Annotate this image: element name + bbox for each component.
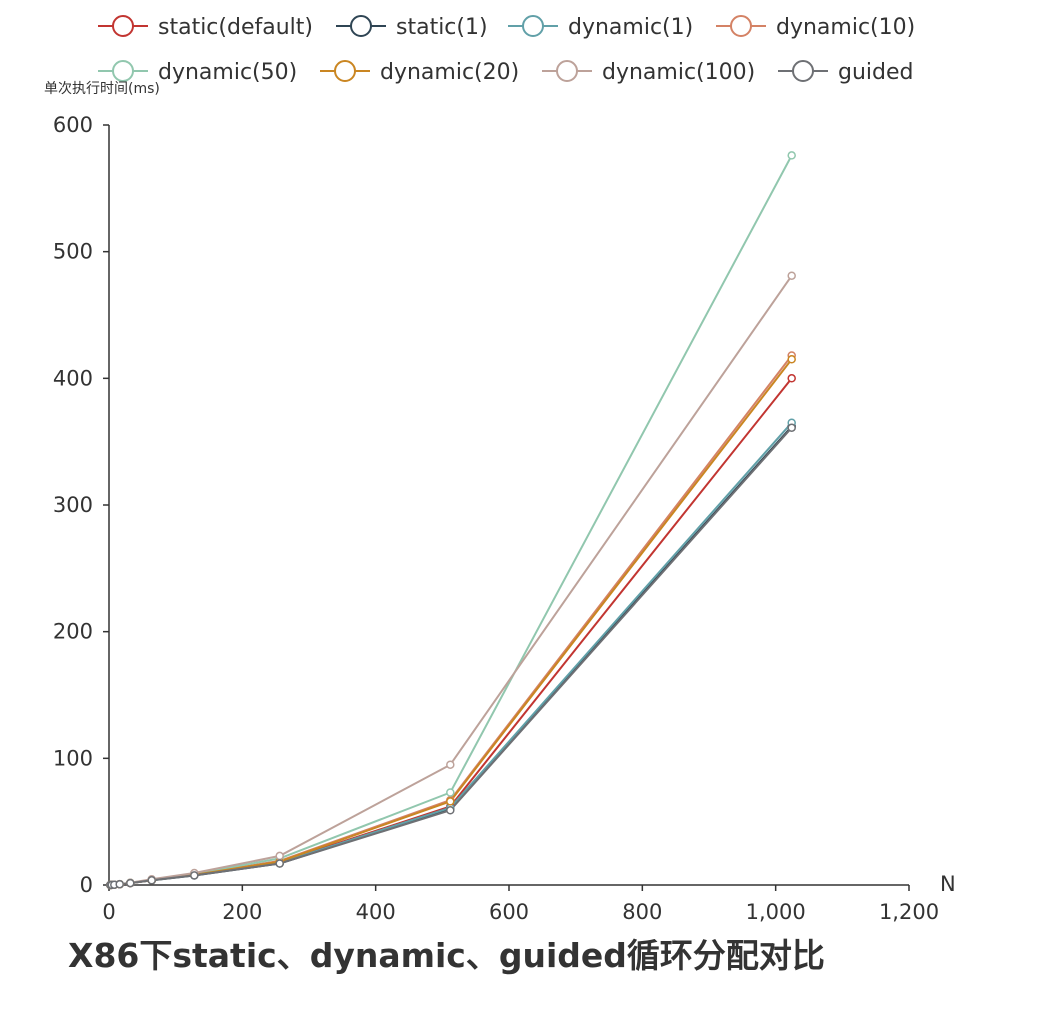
- legend-label: static(default): [158, 15, 313, 40]
- legend-label: dynamic(20): [380, 60, 519, 85]
- x-tick-label: 200: [222, 900, 262, 924]
- legend-marker: [112, 15, 134, 37]
- legend-item[interactable]: dynamic(10): [716, 15, 915, 40]
- legend-marker: [334, 60, 356, 82]
- data-point[interactable]: [446, 806, 455, 815]
- legend-label: dynamic(1): [568, 15, 693, 40]
- series-line-1: [110, 425, 793, 886]
- y-axis-label: 单次执行时间(ms): [44, 81, 160, 97]
- legend-item[interactable]: guided: [778, 60, 914, 85]
- legend-item[interactable]: static(default): [98, 15, 313, 40]
- series-lines: [110, 154, 793, 886]
- data-point[interactable]: [126, 878, 135, 888]
- data-point[interactable]: [787, 355, 796, 364]
- x-tick-label: 1,200: [879, 900, 939, 924]
- legend-item[interactable]: dynamic(50): [98, 60, 297, 85]
- data-point[interactable]: [446, 760, 455, 769]
- y-tick-label: 500: [53, 240, 93, 264]
- y-tick-label: 300: [53, 493, 93, 517]
- y-tick-label: 0: [80, 873, 93, 897]
- legend-marker: [350, 15, 372, 37]
- data-point[interactable]: [787, 374, 796, 383]
- legend-label: guided: [838, 60, 914, 85]
- legend-label: dynamic(100): [602, 60, 755, 85]
- legend-item[interactable]: dynamic(100): [542, 60, 755, 85]
- data-point[interactable]: [787, 423, 796, 432]
- legend-marker: [522, 15, 544, 37]
- legend-marker: [792, 60, 814, 82]
- y-tick-label: 400: [53, 366, 93, 390]
- y-tick-label: 100: [53, 746, 93, 770]
- data-point[interactable]: [787, 151, 796, 160]
- data-point[interactable]: [147, 876, 156, 885]
- legend-marker: [556, 60, 578, 82]
- data-point[interactable]: [115, 879, 124, 889]
- data-point[interactable]: [446, 797, 455, 806]
- legend-marker: [730, 15, 752, 37]
- x-tick-label: 1,000: [746, 900, 806, 924]
- legend-label: dynamic(50): [158, 60, 297, 85]
- x-tick-label: 600: [489, 900, 529, 924]
- axes: 0 200 400 600 800 1,000 1,200 0 100 200 300 400 500 6…: [53, 113, 939, 924]
- legend-label: static(1): [396, 15, 488, 40]
- chart-title: X86下static、dynamic、guided循环分配对比: [68, 936, 825, 975]
- data-point[interactable]: [787, 271, 796, 280]
- legend-item[interactable]: static(1): [336, 15, 488, 40]
- x-axis-label: N: [940, 872, 956, 896]
- data-point[interactable]: [446, 788, 455, 797]
- series-line-7: [110, 427, 793, 886]
- data-point[interactable]: [275, 859, 284, 868]
- legend-label: dynamic(10): [776, 15, 915, 40]
- legend-item[interactable]: dynamic(20): [320, 60, 519, 85]
- legend[interactable]: static(default) static(1) dynamic(1) dynami…: [98, 15, 915, 85]
- y-tick-label: 200: [53, 620, 93, 644]
- x-tick-label: 800: [622, 900, 662, 924]
- series-points: [106, 151, 796, 890]
- y-tick-label: 600: [53, 113, 93, 137]
- x-tick-label: 0: [102, 900, 115, 924]
- legend-marker: [112, 60, 134, 82]
- legend-item[interactable]: dynamic(1): [508, 15, 693, 40]
- data-point[interactable]: [190, 871, 199, 880]
- data-point[interactable]: [275, 851, 284, 861]
- series-line-4: [110, 154, 793, 886]
- x-tick-label: 400: [356, 900, 396, 924]
